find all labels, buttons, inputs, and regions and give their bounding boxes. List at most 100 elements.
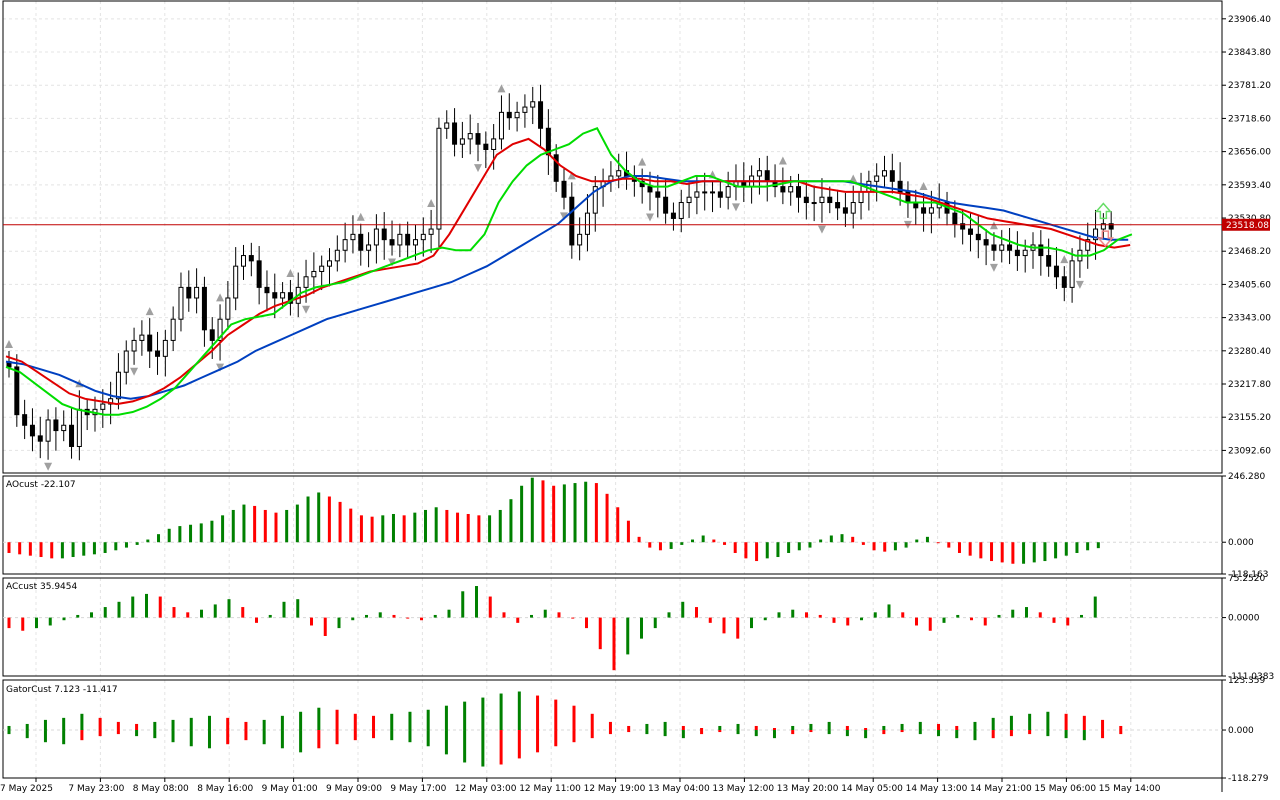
gator-upper-bar bbox=[900, 723, 904, 731]
ac-bar bbox=[860, 617, 863, 621]
ao-bar bbox=[178, 526, 182, 543]
gator-panel: 123.359 0.000 -118.279 bbox=[3, 676, 1269, 784]
gator-lower-bar bbox=[189, 730, 193, 747]
gator-lower-bar bbox=[827, 730, 831, 735]
ac-bar bbox=[1025, 607, 1028, 618]
candle-body bbox=[201, 286, 207, 331]
price-panel[interactable] bbox=[3, 84, 1222, 471]
ao-bar bbox=[1054, 542, 1058, 559]
candle-body bbox=[842, 207, 848, 214]
gator-upper-bar bbox=[608, 721, 612, 731]
gator-lower-bar bbox=[1028, 730, 1032, 735]
gator-upper-bar bbox=[499, 693, 503, 731]
ac-bar bbox=[200, 609, 203, 618]
ao-bar bbox=[18, 542, 22, 555]
gator-upper-bar bbox=[937, 723, 941, 731]
gator-lower-bar bbox=[408, 730, 412, 743]
gator-upper-bar bbox=[7, 725, 11, 731]
candle-body bbox=[725, 186, 731, 198]
gator-lower-bar bbox=[153, 730, 157, 739]
gator-lower-bar bbox=[280, 730, 284, 749]
ao-bar bbox=[1043, 542, 1047, 562]
fractal-down-marker bbox=[989, 263, 998, 272]
ao-bar bbox=[712, 539, 716, 543]
ac-bar bbox=[653, 617, 657, 629]
ao-bar bbox=[787, 542, 791, 553]
ao-bar bbox=[755, 542, 759, 562]
ao-bar bbox=[424, 509, 428, 543]
ac-bar bbox=[585, 617, 588, 629]
y-tick-label: 23906.40 bbox=[1228, 15, 1271, 25]
candle-body bbox=[991, 244, 997, 251]
ao-bar bbox=[60, 542, 64, 559]
candle-body bbox=[53, 419, 59, 432]
gator-upper-bar bbox=[1064, 713, 1068, 731]
candle-body bbox=[850, 202, 856, 214]
ac-bar bbox=[310, 617, 313, 626]
gator-upper-bar bbox=[645, 723, 649, 731]
ao-bar bbox=[199, 523, 203, 543]
gator-upper-bar bbox=[627, 725, 631, 731]
candle-body bbox=[1046, 255, 1052, 267]
ao-bar bbox=[1011, 542, 1015, 564]
ac-bar bbox=[557, 612, 561, 618]
ao-bar bbox=[263, 509, 267, 543]
candle-body bbox=[69, 424, 75, 447]
candle-body bbox=[819, 196, 825, 204]
gator-upper-bar bbox=[1119, 725, 1123, 731]
ao-bar bbox=[936, 542, 940, 544]
ao-bar bbox=[594, 483, 598, 543]
candle-body bbox=[326, 260, 332, 267]
ac-bar bbox=[186, 612, 190, 618]
gator-upper-bar bbox=[80, 713, 84, 731]
gator-upper-bar bbox=[864, 728, 868, 731]
ac-bar bbox=[48, 617, 52, 626]
gator-upper-bar bbox=[1101, 719, 1105, 731]
candle-body bbox=[76, 408, 82, 447]
ac-bar bbox=[887, 604, 891, 618]
x-tick-label: 13 May 20:00 bbox=[777, 784, 839, 794]
ao-bar bbox=[680, 542, 684, 545]
ao-bar bbox=[221, 515, 225, 543]
ao-bar bbox=[157, 534, 161, 543]
ac-bar bbox=[626, 617, 630, 655]
gator-upper-bar bbox=[426, 709, 430, 731]
y-tick-label: 23217.80 bbox=[1228, 380, 1271, 390]
ao-bar bbox=[498, 509, 502, 543]
ma-mid-line bbox=[5, 137, 1131, 406]
x-tick-label: 15 May 06:00 bbox=[1034, 784, 1096, 794]
gator-lower-bar bbox=[918, 730, 922, 735]
gator-upper-bar bbox=[390, 713, 394, 731]
ac-bar bbox=[777, 612, 781, 618]
candle-body bbox=[756, 170, 762, 177]
gator-lower-bar bbox=[955, 730, 959, 739]
ac-bar bbox=[1038, 612, 1042, 618]
fractal-up-marker bbox=[356, 212, 365, 221]
gator-upper-bar bbox=[973, 721, 977, 731]
candle-body bbox=[655, 191, 661, 198]
ao-bar bbox=[413, 512, 417, 543]
fractal-down-marker bbox=[731, 203, 740, 212]
candle-body bbox=[616, 170, 622, 177]
gator-upper-bar bbox=[590, 713, 594, 731]
fractal-up-marker bbox=[919, 181, 928, 190]
ac-bar bbox=[1093, 596, 1097, 618]
candle-body bbox=[428, 228, 434, 235]
fractal-up-marker bbox=[216, 293, 225, 302]
candle-body bbox=[975, 233, 981, 241]
candle-body bbox=[287, 292, 293, 304]
x-tick-label: 8 May 08:00 bbox=[133, 784, 189, 794]
ao-bar bbox=[167, 528, 171, 543]
ao-bar bbox=[274, 512, 278, 543]
ao-bar bbox=[231, 509, 235, 543]
x-tick-label: 9 May 09:00 bbox=[326, 784, 382, 794]
gator-lower-bar bbox=[444, 730, 448, 755]
gator-upper-bar bbox=[481, 697, 485, 731]
gator-lower-bar bbox=[1119, 730, 1123, 735]
ac-bar bbox=[213, 604, 217, 618]
ao-bar bbox=[744, 542, 748, 559]
ac-bar bbox=[612, 617, 616, 671]
ao-bar bbox=[979, 542, 983, 559]
candle-body bbox=[584, 212, 590, 235]
